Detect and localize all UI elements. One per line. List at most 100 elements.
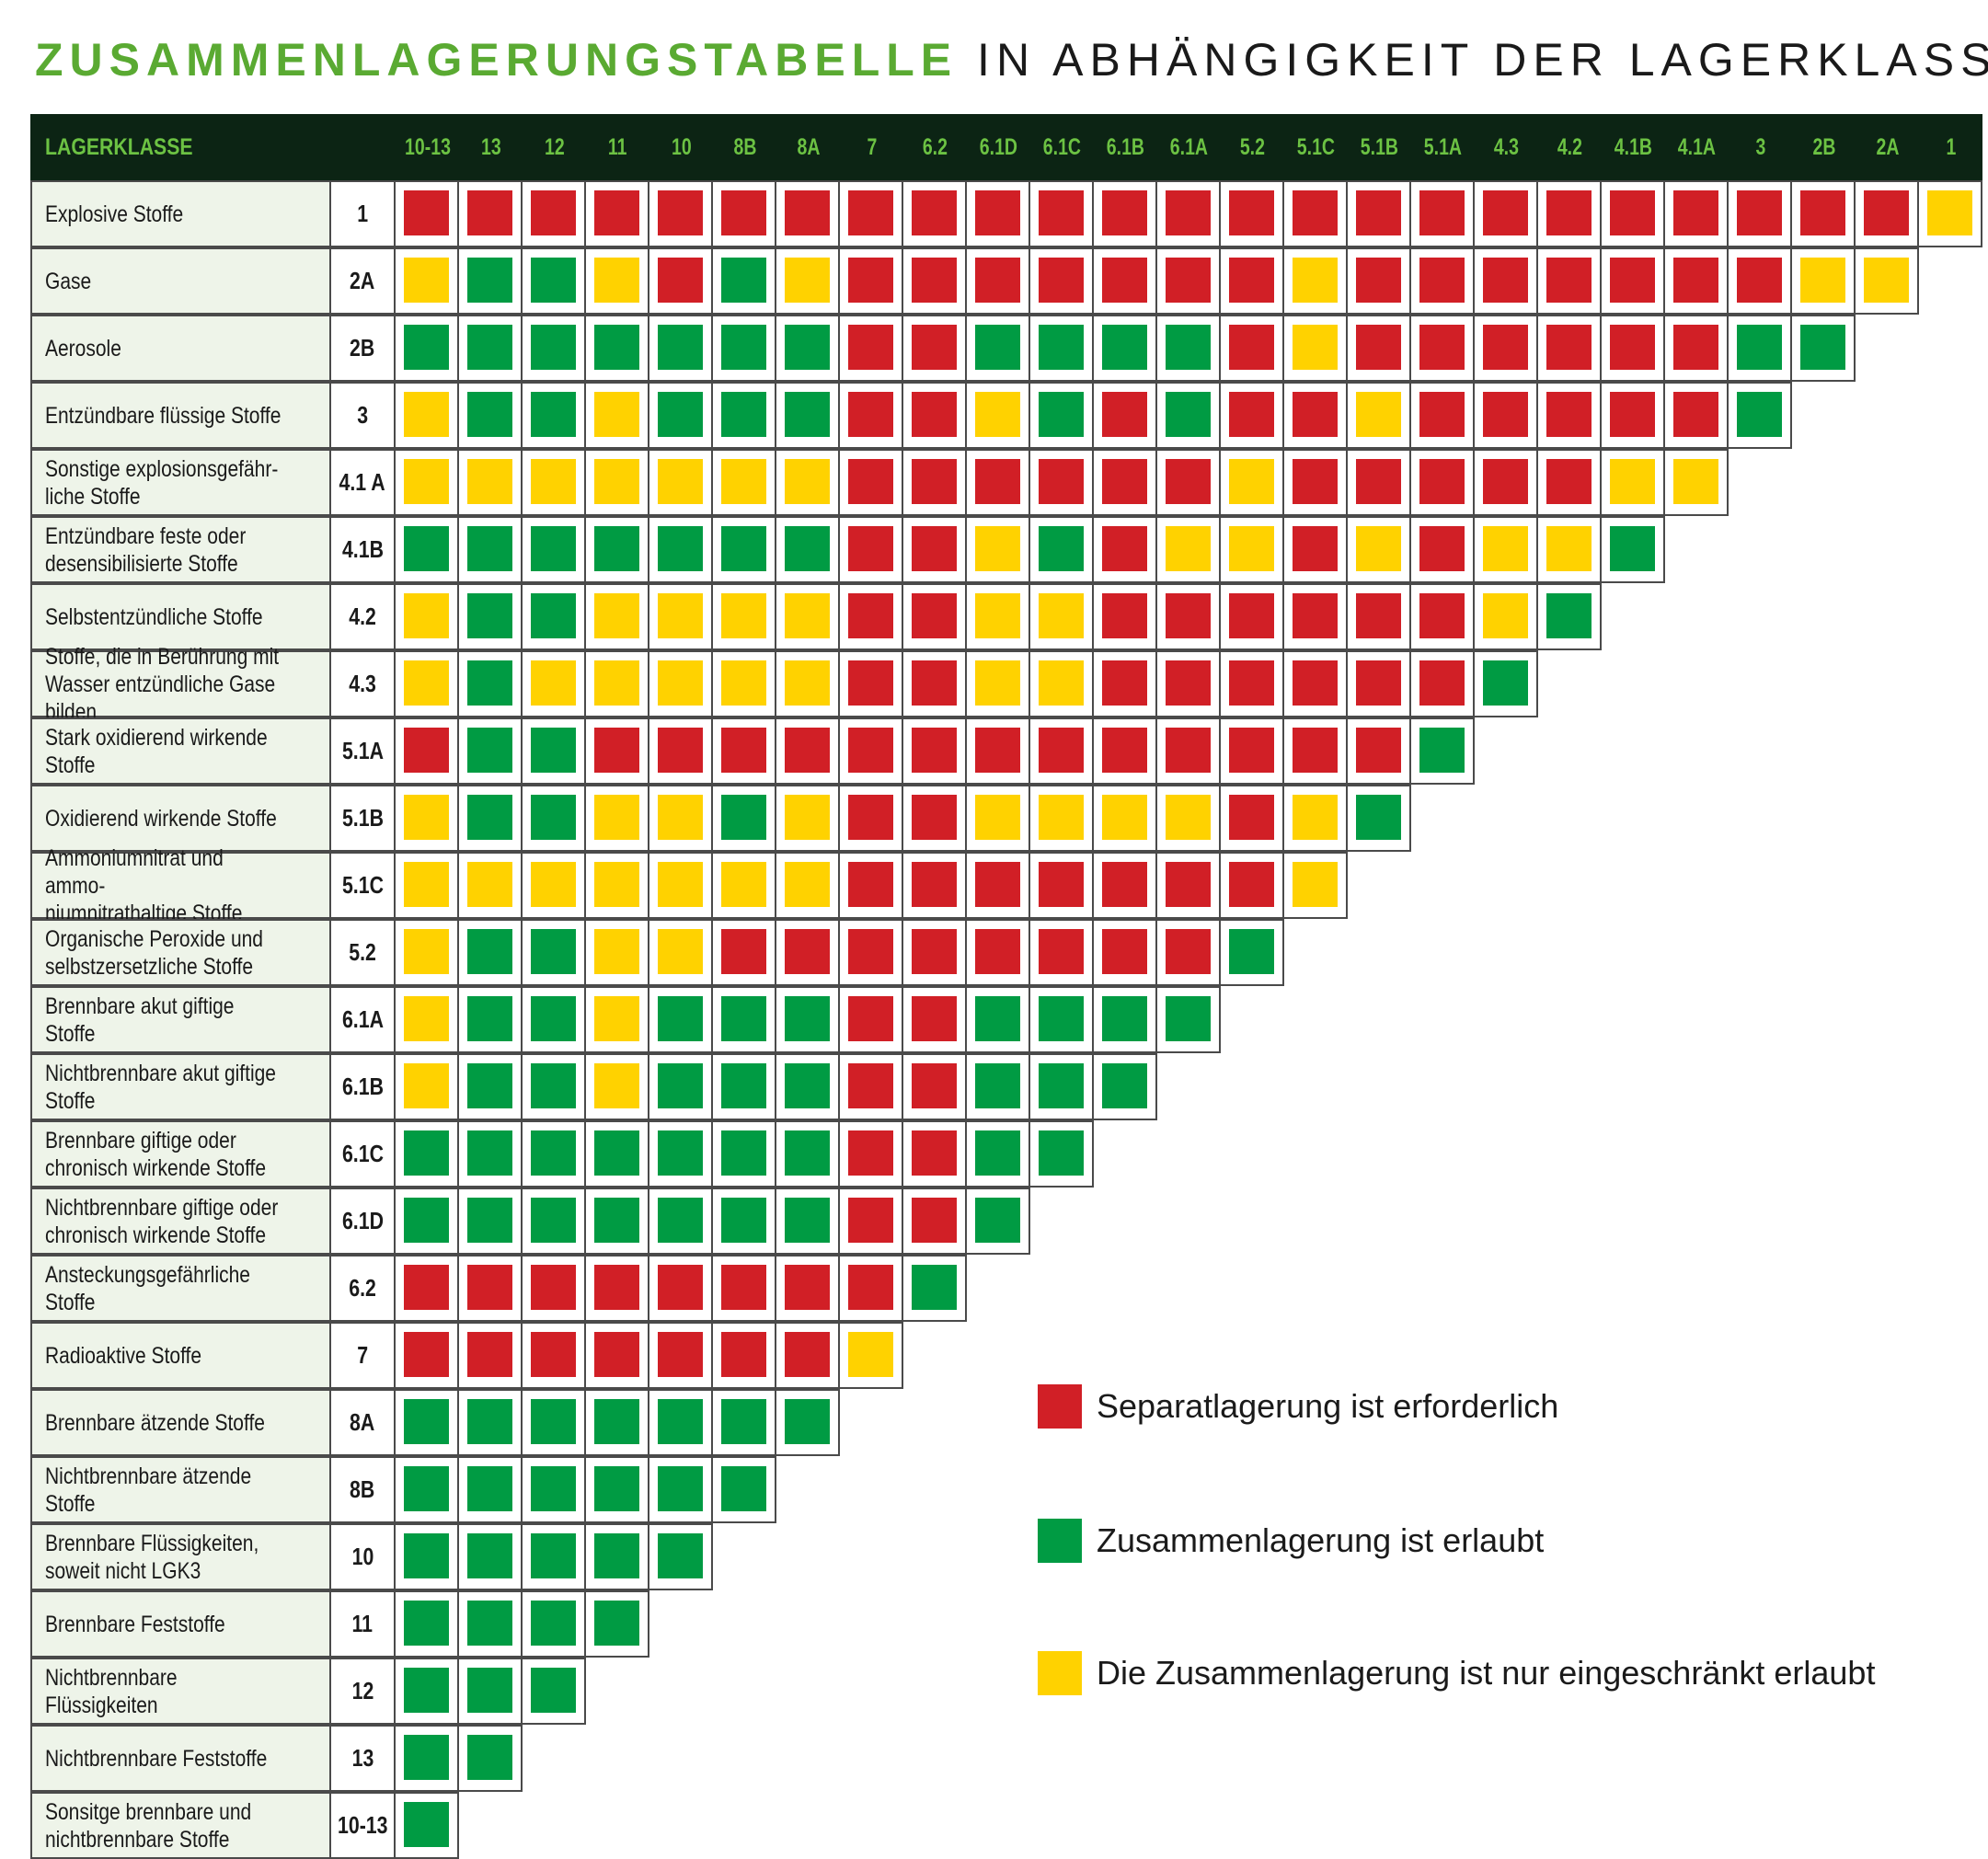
table-cell bbox=[394, 1658, 459, 1725]
status-square bbox=[531, 593, 576, 638]
row-class-code-text: 3 bbox=[357, 401, 368, 429]
status-square bbox=[1737, 190, 1782, 235]
table-cell bbox=[1854, 247, 1919, 315]
table-cell bbox=[394, 1590, 459, 1658]
table-cell bbox=[1219, 583, 1284, 650]
column-header-label: 4.1B bbox=[1614, 134, 1653, 160]
row-class-name: Oxidierend wirkende Stoffe bbox=[30, 785, 331, 852]
column-header: 11 bbox=[586, 114, 649, 180]
status-square bbox=[1293, 190, 1338, 235]
status-square bbox=[721, 1466, 766, 1511]
row-class-name-text: Entzündbare flüssige Stoffe bbox=[45, 402, 282, 429]
table-cell bbox=[457, 315, 523, 382]
row-class-name: Brennbare akut giftige Stoffe bbox=[30, 986, 331, 1053]
status-square bbox=[912, 190, 957, 235]
table-cell bbox=[521, 852, 586, 919]
table-cell bbox=[775, 1188, 840, 1255]
status-square bbox=[1419, 728, 1465, 773]
table-cell bbox=[711, 1322, 776, 1389]
table-cell bbox=[775, 785, 840, 852]
table-cell bbox=[1092, 1053, 1157, 1120]
table-cell bbox=[902, 717, 967, 785]
table-cell bbox=[1219, 516, 1284, 583]
status-square bbox=[1039, 996, 1084, 1041]
table-cell bbox=[1092, 247, 1157, 315]
column-header: 10-13 bbox=[396, 114, 459, 180]
status-square bbox=[721, 392, 766, 437]
table-cell bbox=[394, 247, 459, 315]
status-square bbox=[1356, 660, 1401, 706]
table-cell bbox=[711, 1389, 776, 1456]
row-class-code: 8B bbox=[329, 1456, 396, 1523]
table-cell bbox=[648, 919, 713, 986]
status-square bbox=[531, 795, 576, 840]
status-square bbox=[912, 526, 957, 571]
status-square bbox=[594, 190, 639, 235]
status-square bbox=[721, 526, 766, 571]
table-cell bbox=[1473, 650, 1538, 717]
status-square bbox=[467, 392, 512, 437]
status-square bbox=[1864, 258, 1909, 303]
table-cell bbox=[838, 382, 903, 449]
table-cell bbox=[1663, 315, 1729, 382]
table-cell bbox=[1155, 717, 1221, 785]
legend-item: Die Zusammenlagerung ist nur eingeschrän… bbox=[1038, 1651, 1958, 1697]
table-cell bbox=[521, 1053, 586, 1120]
row-class-name: Brennbare Flüssigkeiten, soweit nicht LG… bbox=[30, 1523, 331, 1590]
status-square bbox=[975, 325, 1020, 370]
status-square bbox=[1419, 526, 1465, 571]
table-cell bbox=[457, 1456, 523, 1523]
status-square bbox=[531, 660, 576, 706]
status-square bbox=[1673, 392, 1718, 437]
status-square bbox=[404, 1130, 449, 1176]
status-square bbox=[1293, 728, 1338, 773]
row-class-name: Radioaktive Stoffe bbox=[30, 1322, 331, 1389]
table-cell bbox=[1600, 382, 1665, 449]
row-class-name: Brennbare ätzende Stoffe bbox=[30, 1389, 331, 1456]
table-cell bbox=[584, 1120, 649, 1188]
table-cell bbox=[1155, 919, 1221, 986]
table-cell bbox=[838, 852, 903, 919]
status-square bbox=[1356, 258, 1401, 303]
row-class-name-text: Ansteckungsgefährliche Stoffe bbox=[45, 1261, 250, 1315]
status-square bbox=[848, 929, 893, 974]
status-square bbox=[912, 392, 957, 437]
table-cell bbox=[584, 852, 649, 919]
row-class-name: Selbstentzündliche Stoffe bbox=[30, 583, 331, 650]
table-cell bbox=[1663, 449, 1729, 516]
status-square bbox=[467, 795, 512, 840]
status-square bbox=[975, 392, 1020, 437]
status-square bbox=[1102, 258, 1147, 303]
status-square bbox=[1102, 190, 1147, 235]
status-square bbox=[912, 1063, 957, 1108]
row-class-name-text: Sonstige explosionsgefähr- liche Stoffe bbox=[45, 455, 279, 510]
table-cell bbox=[1092, 986, 1157, 1053]
table-cell bbox=[838, 516, 903, 583]
status-square bbox=[785, 258, 830, 303]
status-square bbox=[1610, 258, 1655, 303]
table-cell bbox=[648, 717, 713, 785]
status-square bbox=[531, 1130, 576, 1176]
table-cell bbox=[457, 650, 523, 717]
table-cell bbox=[394, 1792, 459, 1859]
status-square bbox=[1673, 459, 1718, 504]
table-cell bbox=[965, 247, 1030, 315]
status-square bbox=[975, 526, 1020, 571]
status-square bbox=[404, 459, 449, 504]
status-square bbox=[1039, 728, 1084, 773]
table-cell bbox=[584, 919, 649, 986]
status-square bbox=[1229, 795, 1274, 840]
table-cell bbox=[965, 852, 1030, 919]
table-cell bbox=[965, 1188, 1030, 1255]
table-cell bbox=[584, 650, 649, 717]
status-square bbox=[531, 1601, 576, 1646]
column-header-label: 13 bbox=[480, 134, 501, 160]
row-class-name: Sonsitge brennbare und nichtbrennbare St… bbox=[30, 1792, 331, 1859]
table-cell bbox=[394, 315, 459, 382]
table-cell bbox=[1092, 449, 1157, 516]
status-square bbox=[848, 1198, 893, 1243]
table-cell bbox=[521, 717, 586, 785]
table-cell bbox=[584, 516, 649, 583]
status-square bbox=[404, 1063, 449, 1108]
table-cell bbox=[1155, 986, 1221, 1053]
